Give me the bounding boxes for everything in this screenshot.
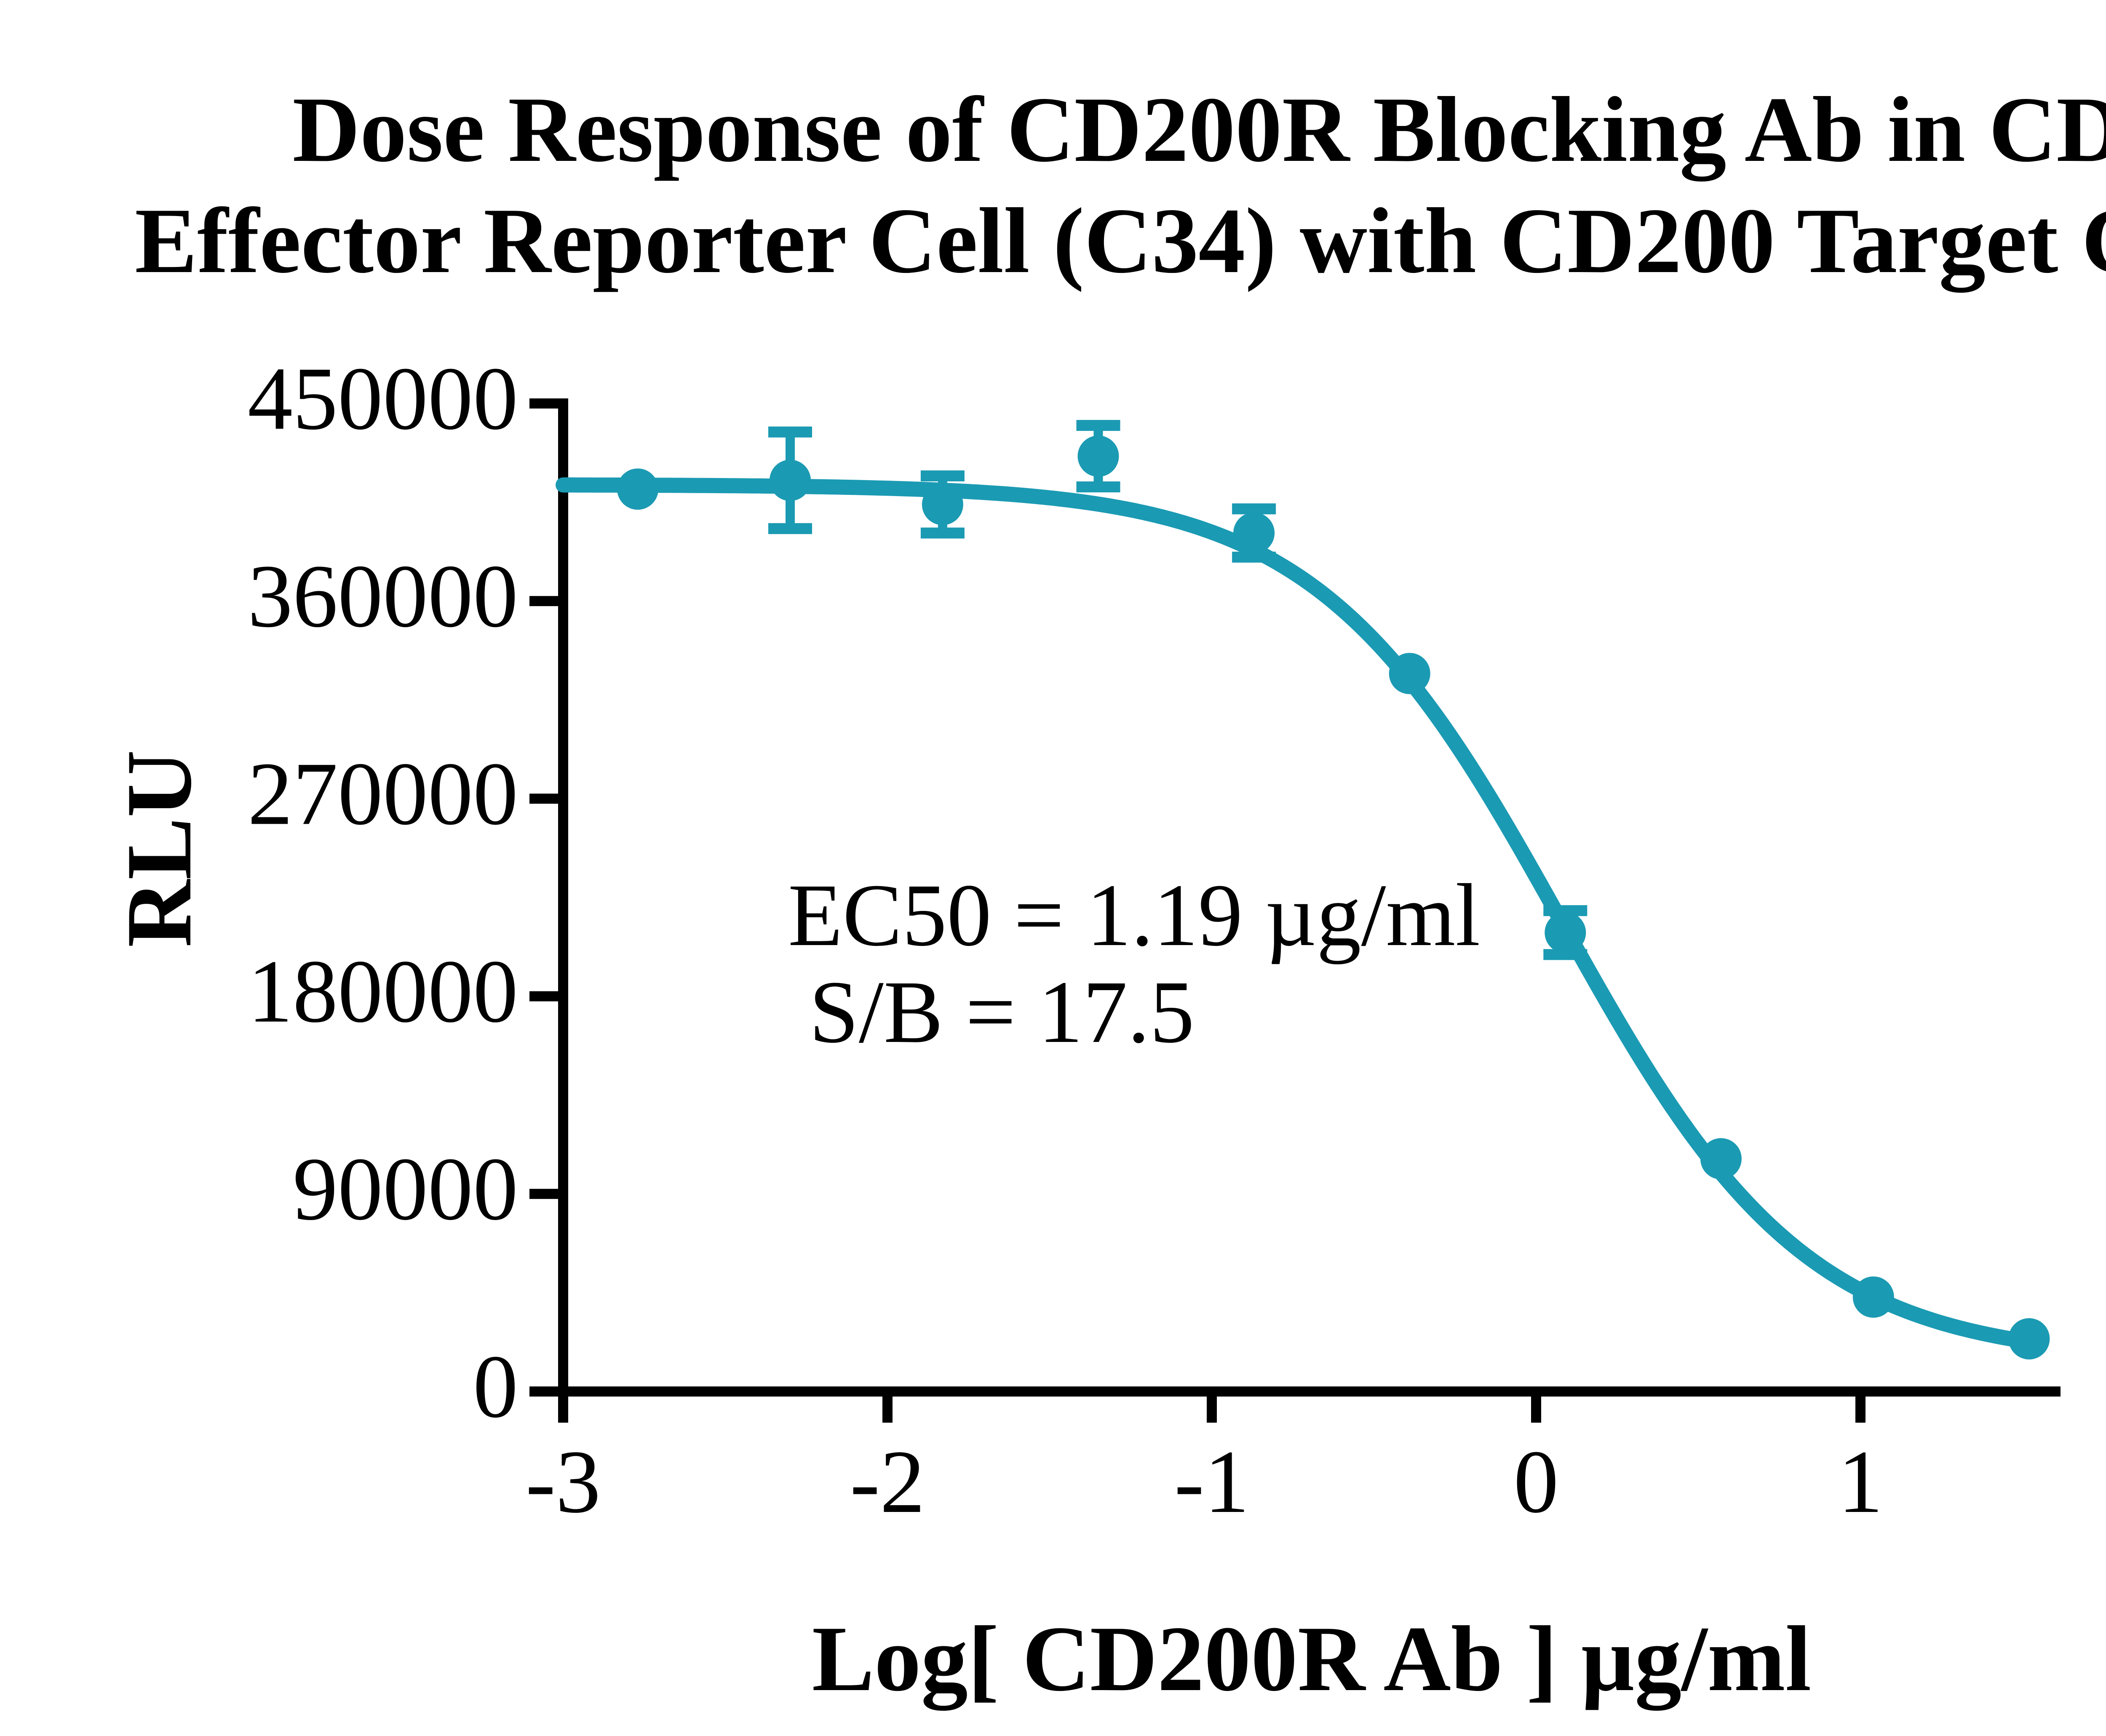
x-tick-mark <box>1531 1397 1541 1423</box>
y-tick-mark <box>529 596 558 606</box>
x-tick-mark <box>882 1397 893 1423</box>
data-point <box>1700 1138 1742 1180</box>
x-tick-label: 0 <box>1514 1432 1559 1532</box>
data-point <box>922 483 963 525</box>
data-point <box>1389 653 1430 694</box>
y-axis-line <box>558 398 568 1397</box>
data-point <box>2008 1318 2050 1359</box>
y-tick-mark <box>529 398 558 409</box>
x-tick-label: 1 <box>1838 1432 1883 1532</box>
y-tick-mark <box>529 1188 558 1199</box>
x-tick-label: -1 <box>1174 1432 1249 1532</box>
y-tick-label: 450000 <box>248 349 518 449</box>
y-tick-label: 360000 <box>248 546 518 646</box>
y-tick-label: 270000 <box>248 744 518 844</box>
y-tick-mark <box>529 991 558 1002</box>
x-tick-mark <box>1855 1397 1865 1423</box>
x-tick-mark <box>558 1397 568 1423</box>
x-tick-label: -2 <box>850 1432 925 1532</box>
data-point <box>1233 512 1275 554</box>
y-tick-label: 180000 <box>248 942 518 1042</box>
data-point <box>770 459 811 501</box>
x-tick-mark <box>1207 1397 1217 1423</box>
x-axis-title: Log[ CD200R Ab ] µg/ml <box>812 1607 1812 1711</box>
x-tick-label: -3 <box>526 1432 601 1532</box>
x-axis-line <box>558 1386 2061 1397</box>
data-point <box>1545 912 1586 953</box>
data-point <box>1852 1276 1894 1318</box>
annotation-sb: S/B = 17.5 <box>809 962 1195 1061</box>
chart-title-line2: Effector Reporter Cell (C34) with CD200 … <box>135 189 2106 293</box>
plot-area: 0 90000 180000 270000 360000 450000 -3 -2 -1 0 1 <box>248 349 2061 1532</box>
data-point <box>1077 435 1119 477</box>
chart-title-line1: Dose Response of CD200R Blocking Ab in C… <box>292 78 2106 182</box>
y-tick-label: 90000 <box>293 1139 518 1239</box>
y-tick-mark <box>529 1386 558 1397</box>
y-tick-mark <box>529 793 558 804</box>
data-point <box>617 468 659 510</box>
annotation-ec50: EC50 = 1.19 µg/ml <box>788 865 1480 964</box>
y-axis-title: RLU <box>107 750 211 948</box>
y-tick-label: 0 <box>473 1337 518 1437</box>
